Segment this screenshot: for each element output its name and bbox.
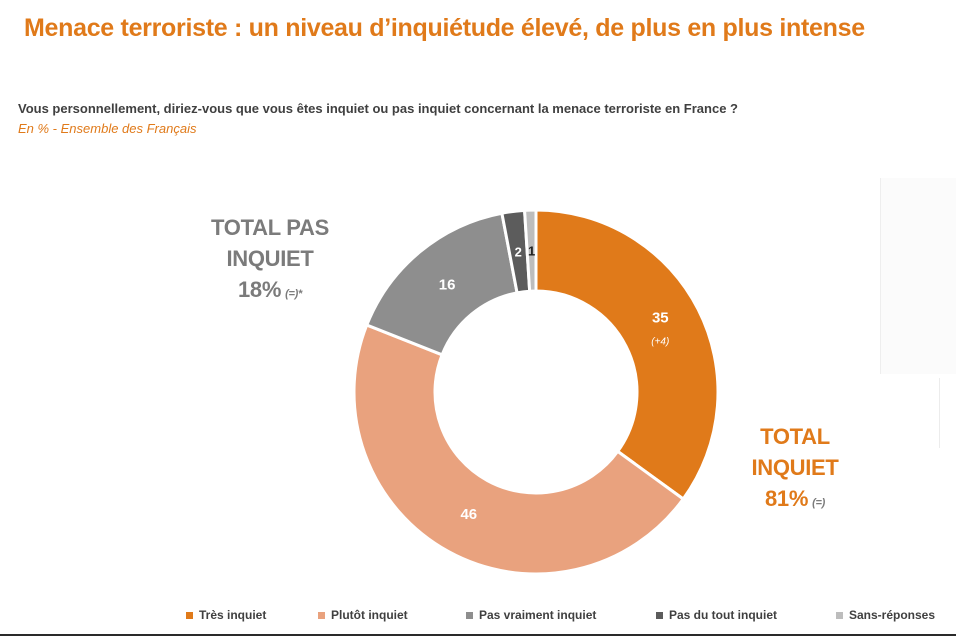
slice-label-tres-inquiet: 35 [652, 310, 669, 327]
survey-question: Vous personnellement, diriez-vous que vo… [18, 101, 738, 116]
legend-label: Pas du tout inquiet [669, 608, 777, 622]
legend-item-sans-reponses: Sans-réponses [836, 608, 935, 622]
legend-swatch [466, 611, 473, 619]
slice-evolution-tres-inquiet: (+4) [651, 337, 669, 348]
legend-label: Très inquiet [199, 608, 267, 622]
legend-item-pas-vraiment-inquiet: Pas vraiment inquiet [466, 608, 596, 622]
slice-label-sans-reponses: 1 [528, 244, 535, 259]
legend-swatch [836, 611, 843, 619]
legend-swatch [656, 611, 663, 619]
chart-legend: Très inquiet Plutôt inquiet Pas vraiment i… [186, 608, 956, 628]
page-title: Menace terroriste : un niveau d’inquiétu… [24, 14, 865, 42]
legend-swatch [186, 611, 193, 619]
legend-item-plutot-inquiet: Plutôt inquiet [318, 608, 408, 622]
total-worried-value: 81% [765, 486, 809, 511]
total-worried: TOTAL INQUIET 81% (=) [720, 421, 870, 519]
legend-label: Sans-réponses [849, 608, 936, 622]
donut-labels: 35 (+4) 46 16 2 1 [439, 244, 670, 524]
bottom-divider [0, 634, 956, 636]
faded-side-line [939, 378, 940, 448]
legend-label: Plutôt inquiet [331, 608, 408, 622]
slice-plutot-inquiet [352, 323, 686, 576]
survey-base: En % - Ensemble des Français [18, 121, 197, 136]
legend-item-tres-inquiet: Très inquiet [186, 608, 266, 622]
slice-label-pas-vraiment-inquiet: 16 [439, 277, 456, 294]
total-worried-evolution: (=) [812, 497, 825, 509]
slice-label-plutot-inquiet: 46 [460, 506, 477, 523]
donut-slices [352, 208, 720, 576]
total-not-worried: TOTAL PAS INQUIET 18% (=)* [190, 212, 350, 310]
legend-item-pas-du-tout-inquiet: Pas du tout inquiet [656, 608, 777, 622]
total-not-worried-value: 18% [238, 277, 282, 302]
slice-label-pas-du-tout-inquiet: 2 [515, 245, 522, 260]
total-worried-line1: TOTAL [760, 424, 830, 449]
legend-swatch [318, 611, 325, 619]
total-not-worried-evolution: (=)* [285, 288, 302, 300]
faded-side-panel [880, 178, 956, 374]
total-worried-line2: INQUIET [751, 455, 839, 480]
total-not-worried-line1: TOTAL PAS [211, 215, 329, 240]
slice-sans-reponses [522, 208, 538, 293]
legend-label: Pas vraiment inquiet [479, 608, 597, 622]
slice-tres-inquiet [534, 208, 720, 502]
total-not-worried-line2: INQUIET [226, 246, 314, 271]
